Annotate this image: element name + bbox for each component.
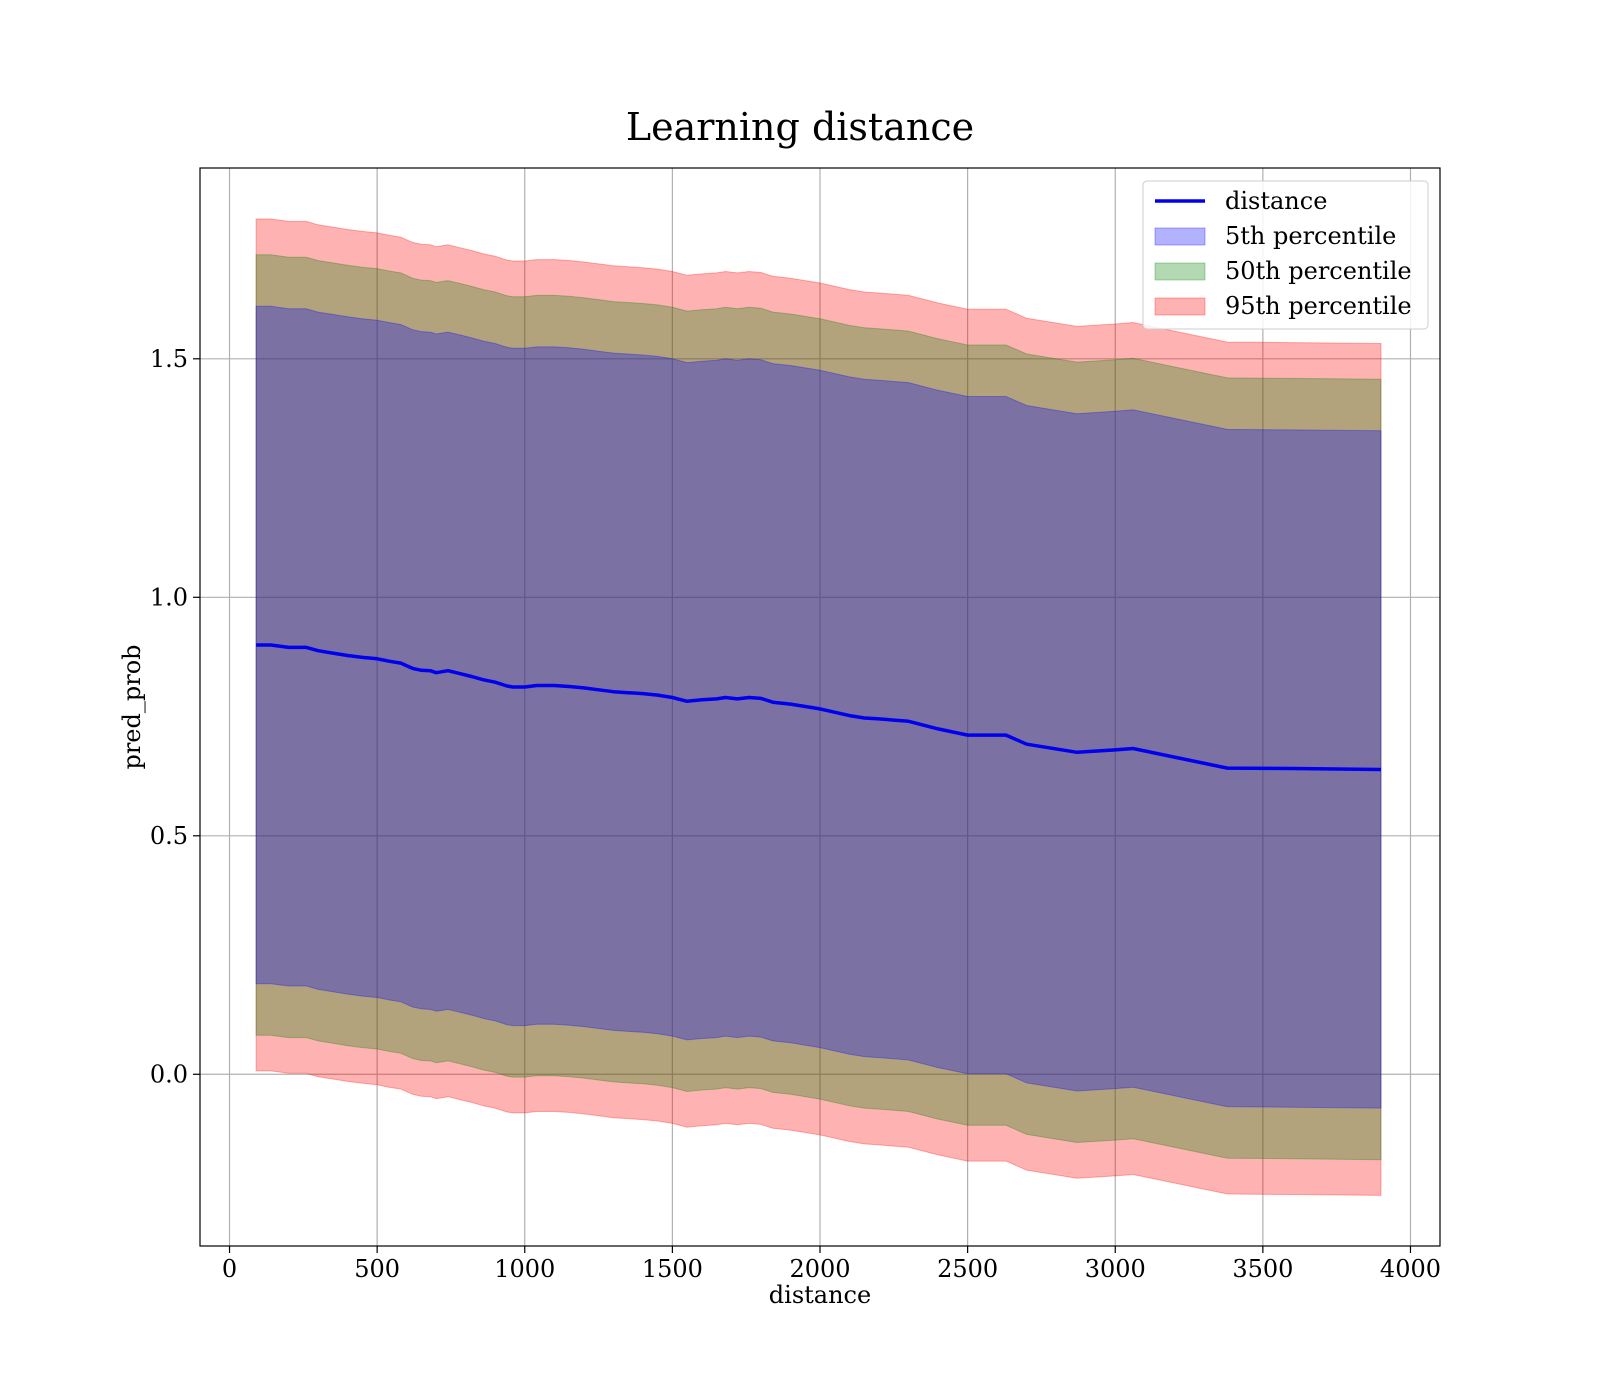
line-layer — [256, 643, 1382, 772]
legend-label: 5th percentile — [1225, 222, 1396, 250]
x-tick-label: 1000 — [494, 1255, 555, 1283]
x-tick-label: 0 — [222, 1255, 237, 1283]
x-tick-label: 3500 — [1232, 1255, 1293, 1283]
y-axis-label: pred_prob — [118, 644, 146, 769]
legend-entries: distance 5th percentile 50th percentile 95t… — [1154, 187, 1412, 320]
x-tick-label: 500 — [354, 1255, 400, 1283]
distance-line — [256, 643, 1382, 772]
legend-swatch-patch — [1154, 227, 1206, 246]
legend-swatch-patch — [1154, 297, 1206, 316]
legend-frame — [1142, 180, 1429, 330]
x-tick-label: 2000 — [789, 1255, 850, 1283]
legend-label: distance — [1225, 187, 1327, 215]
y-tick-label: 0.5 — [150, 822, 188, 850]
y-tick-label: 1.5 — [150, 345, 188, 373]
x-tick-label: 4000 — [1380, 1255, 1441, 1283]
x-tick-label: 3000 — [1085, 1255, 1146, 1283]
x-axis-label: distance — [769, 1281, 871, 1309]
legend-swatch-patch — [1154, 262, 1206, 281]
y-tick-label: 0.0 — [150, 1060, 188, 1088]
legend-label: 95th percentile — [1225, 292, 1412, 320]
x-tick-label: 2500 — [937, 1255, 998, 1283]
legend: distance 5th percentile 50th percentile 95t… — [1142, 180, 1429, 330]
tick-layer: 0 500 1000 1500 2000 2500 3000 3500 4000 0.0 0.5 1.… — [150, 345, 1441, 1283]
legend-label: 50th percentile — [1225, 257, 1412, 285]
grid-layer — [200, 168, 1440, 1246]
chart-title: Learning distance — [626, 105, 974, 149]
y-tick-label: 1.0 — [150, 583, 188, 611]
x-tick-label: 1500 — [642, 1255, 703, 1283]
